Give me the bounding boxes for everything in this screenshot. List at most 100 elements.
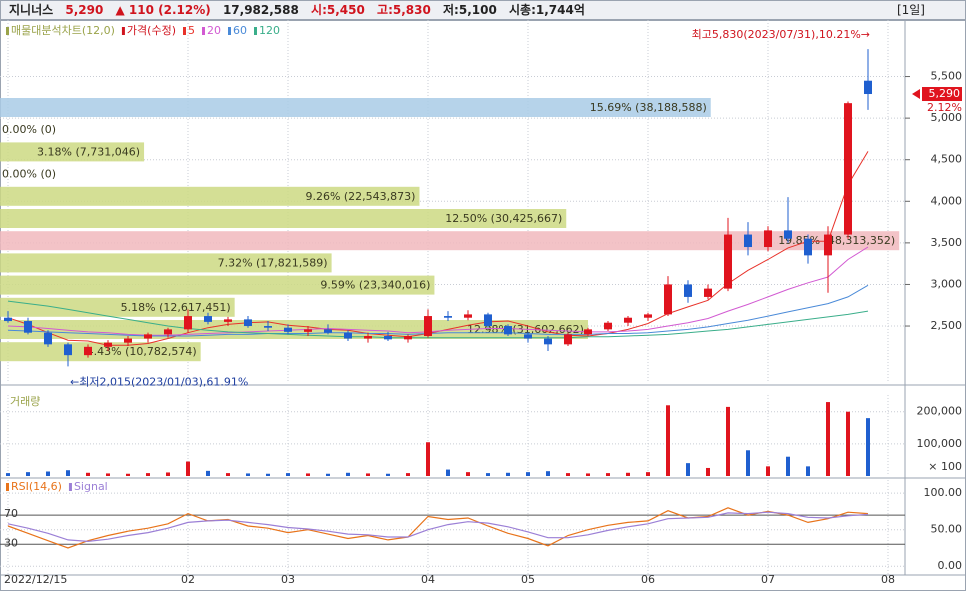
x-tick-label: 06 [641,573,655,586]
profile-bar [0,275,435,295]
volume-bar [586,473,590,476]
volume-bar [406,473,410,476]
candle-body [544,338,552,345]
low-annotation: ←최저2,015(2023/01/03),61.91% [70,375,248,388]
candle-body [84,346,92,356]
candle-body [484,314,492,327]
candle-body [144,334,152,339]
legend-label: 가격(수정) [127,24,176,37]
y-tick-label: 50.00 [931,523,963,536]
profile-bar [0,142,145,162]
volume-bar [86,472,90,476]
high: 고:5,830 [377,3,431,17]
price-tag [922,87,962,102]
candle-body [64,344,72,356]
candle-body [264,326,272,328]
profile-label: 9.59% (23,340,016) [320,279,430,292]
volume: 17,982,588 [222,3,299,17]
legend-label: 20 [207,24,221,37]
level-label: 30 [4,536,18,549]
price-tag-label: 5,290 [929,87,961,100]
legend-label: 매물대분석차트(12,0) [11,24,115,37]
ma-line [7,300,869,339]
candle-body [464,314,472,318]
volume-bar [686,463,690,476]
volume-bar [806,466,810,476]
legend-label: 5 [188,24,195,37]
profile-label: 0.00% (0) [2,168,56,181]
change: ▲ 110 (2.12%) [115,3,211,17]
volume-bar [146,473,150,476]
volume-bar [486,473,490,476]
price-pointer [912,89,920,100]
volume-bar [206,470,210,476]
rsi-line [7,507,869,549]
volume-bar [326,473,330,476]
candle-body [24,321,32,333]
period[interactable]: [1일] [896,3,925,17]
candle-body [864,80,872,95]
legend-swatch [183,27,186,35]
high-annotation: 최고5,830(2023/07/31),10.21%→ [692,28,870,41]
candle-body [584,329,592,335]
panel-title: 거래량 [10,395,40,408]
profile-bar [0,231,900,251]
volume-bar [266,473,270,476]
market-cap: 시총:1,744억 [509,3,585,17]
candle-body [4,317,12,322]
candle-body [824,234,832,256]
volume-bar [186,461,190,476]
volume-bar [666,405,670,476]
y-tick-label: 5,000 [931,111,963,124]
y-tick-label: 3,500 [931,236,963,249]
volume-bar [646,472,650,476]
x-tick-label: 04 [421,573,435,586]
profile-bar [0,297,235,317]
volume-bar [306,473,310,476]
volume-bar [6,473,10,476]
candle-body [764,230,772,248]
legend-label: RSI(14,6) [11,480,62,493]
candle-body [284,327,292,332]
volume-bar [446,469,450,476]
low: 저:5,100 [443,3,497,17]
legend-label: 60 [233,24,247,37]
y-tick-label: 4,000 [931,194,963,207]
open: 시:5,450 [311,3,365,17]
y-tick-label: 2,500 [931,319,963,332]
candle-body [244,319,252,327]
volume-bar [166,472,170,476]
volume-bar [286,473,290,476]
candle-body [364,336,372,339]
x-tick-label: 07 [761,573,775,586]
candle-body [804,238,812,256]
candle-body [644,314,652,318]
volume-bar [366,473,370,476]
change-label: 2.12% [927,101,962,114]
candle-body [204,316,212,322]
volume-bar [46,471,50,476]
volume-bar [26,472,30,476]
y-tick-label: 0.00 [938,559,963,572]
profile-bar [0,98,711,117]
profile-label: 3.18% (7,731,046) [37,145,140,158]
rsi-line [7,511,869,543]
volume-bar [786,456,790,476]
x-tick-label: 02 [181,573,195,586]
candle-body [184,316,192,330]
volume-bar [426,442,430,476]
volume-bar [106,473,110,476]
y-tick-label: 3,000 [931,277,963,290]
profile-label: 5.18% (12,617,451) [121,301,231,314]
candle-body [664,284,672,315]
profile-label: 15.69% (38,188,588) [590,101,707,114]
profile-bar [0,209,567,228]
profile-label: 7.32% (17,821,589) [218,256,328,269]
candle-body [744,234,752,248]
volume-bar [566,473,570,476]
profile-label: 0.00% (0) [2,123,56,136]
profile-label: 12.50% (30,425,667) [445,212,562,225]
volume-bar [386,473,390,476]
candle-body [224,319,232,322]
